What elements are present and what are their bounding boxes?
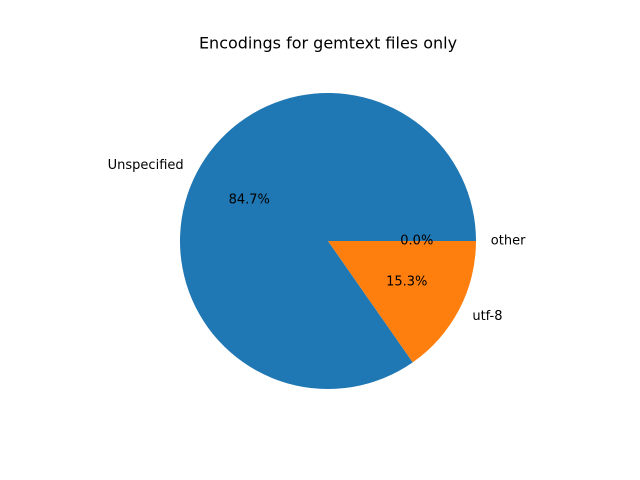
pie-slice (328, 241, 476, 363)
pie-slice (180, 92, 477, 389)
value-label: 84.7% (229, 192, 270, 207)
slice-label: other (491, 234, 526, 249)
slice-label: utf-8 (472, 309, 502, 324)
value-label: 15.3% (386, 275, 427, 290)
value-label: 0.0% (400, 234, 433, 249)
slice-label: Unspecified (108, 158, 184, 173)
chart-title: Encodings for gemtext files only (199, 34, 457, 53)
